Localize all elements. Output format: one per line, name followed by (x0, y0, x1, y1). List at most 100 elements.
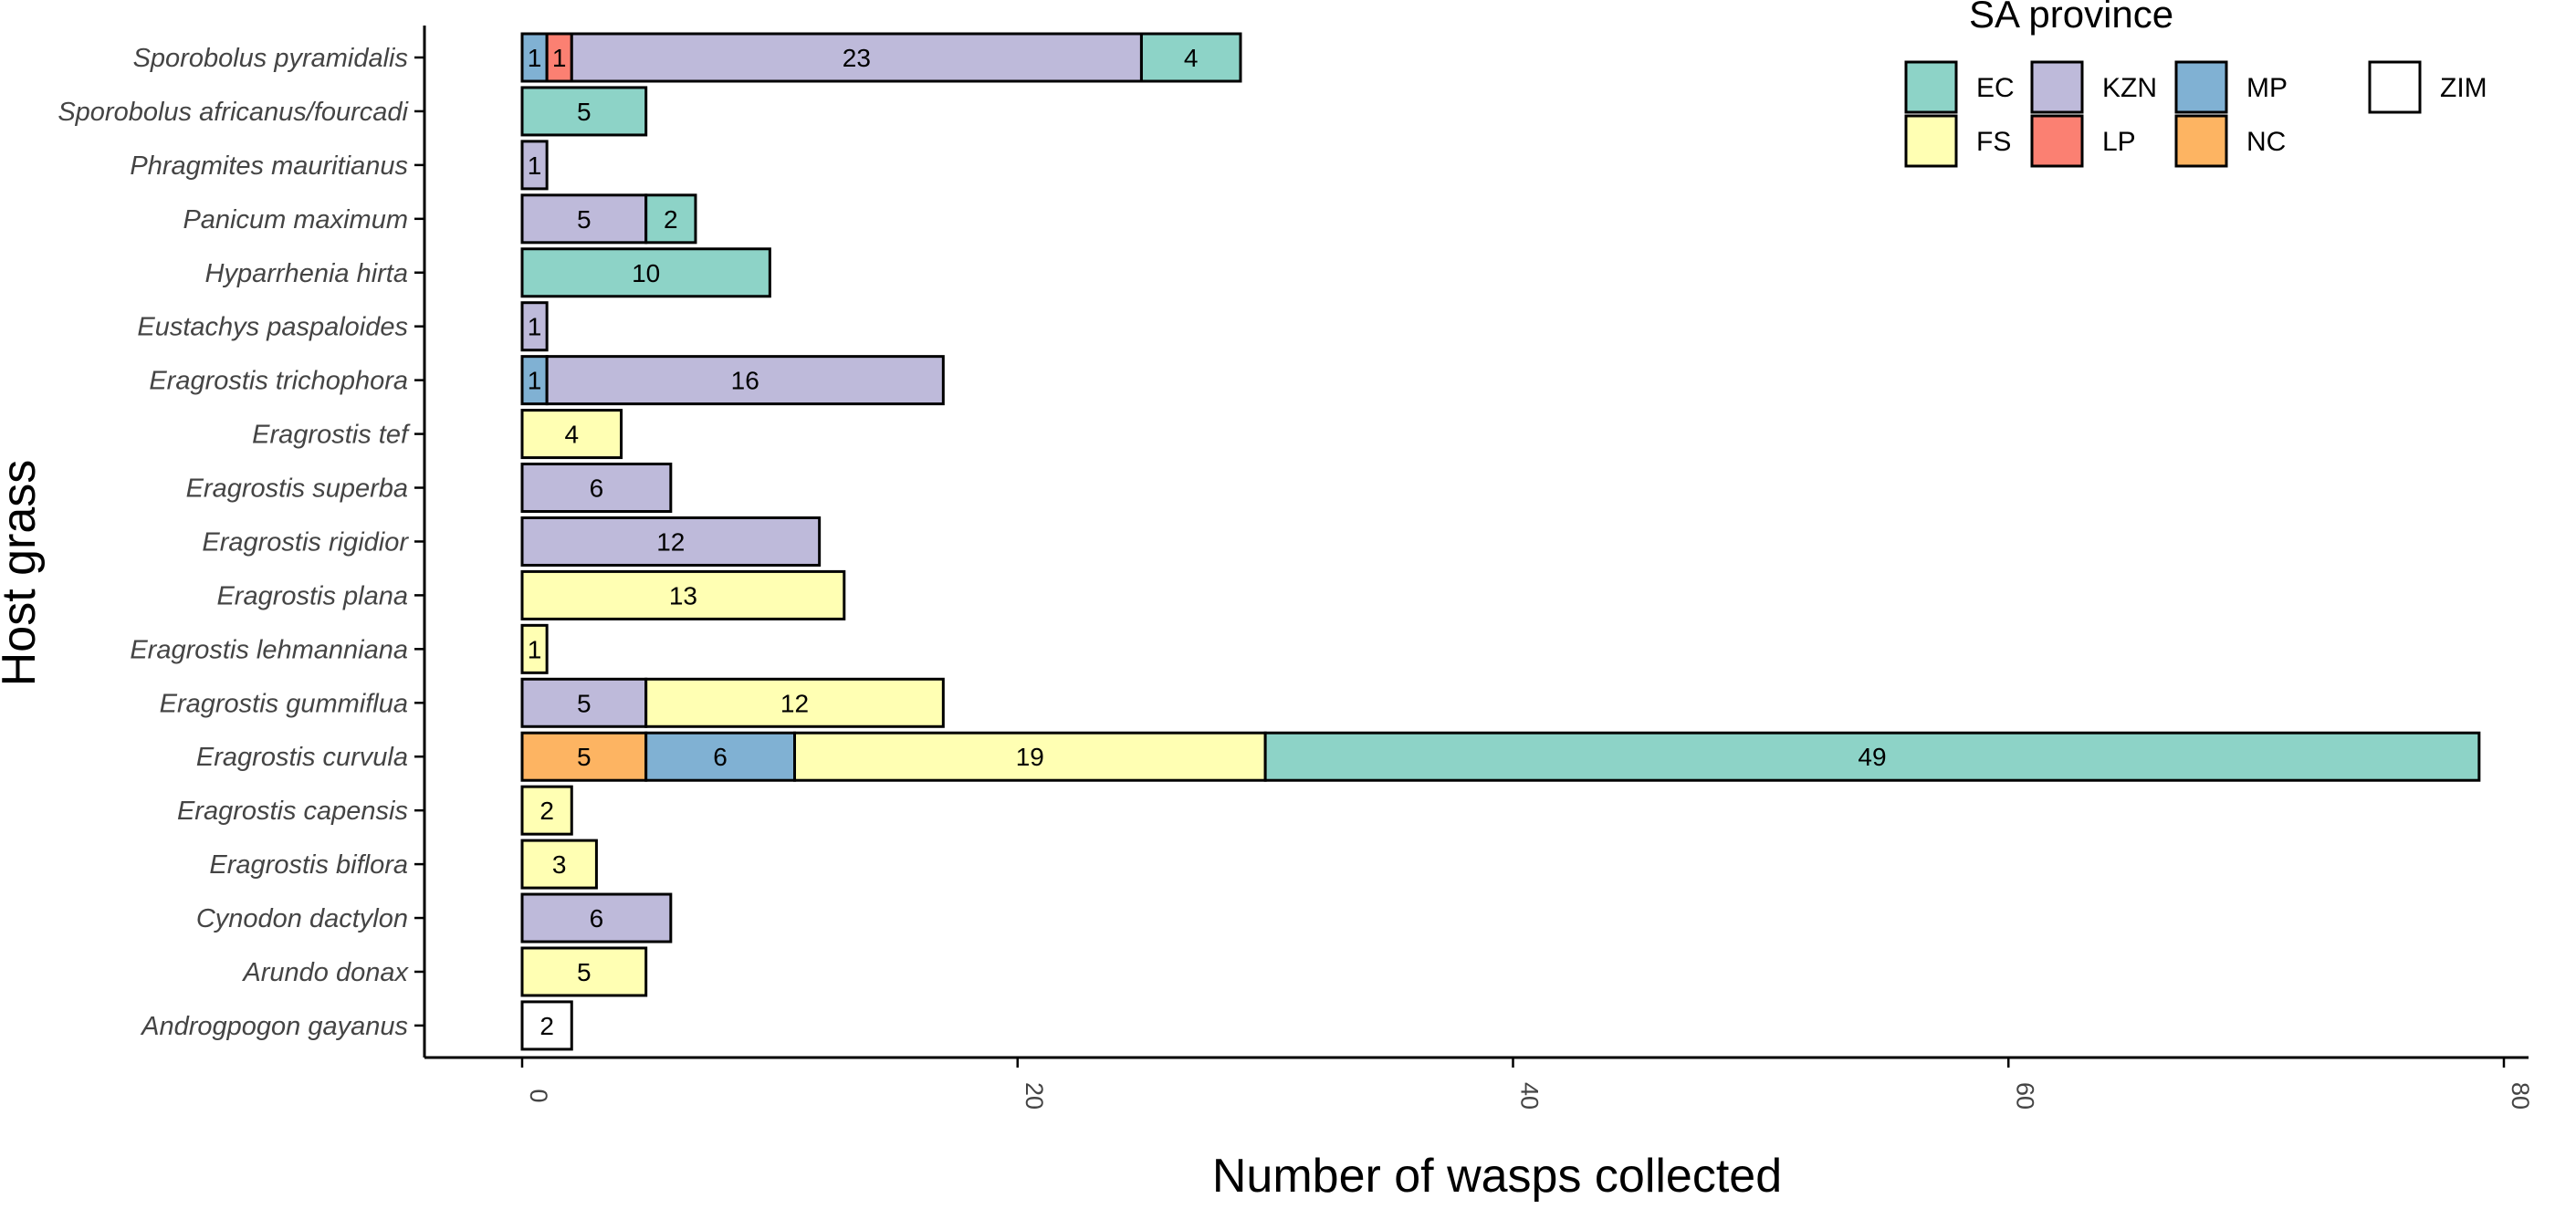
legend-label-nc: NC (2246, 127, 2286, 157)
y-tick-label: Eragrostis tef (252, 421, 411, 450)
bar-segment-label: 5 (577, 743, 592, 771)
bar-segment-label: 1 (552, 44, 567, 72)
bar-segment-ec (1263, 731, 2481, 782)
legend-label-kzn: KZN (2102, 73, 2157, 103)
y-tick-label: Eragrostis lehmanniana (130, 635, 408, 664)
bar-segment-ec (520, 247, 771, 298)
legend-swatch-mp (2174, 60, 2228, 114)
y-tick-label: Androgpogon gayanus (140, 1012, 408, 1041)
x-ticks-layer: 0 20 40 60 80 (520, 1058, 2534, 1110)
bar-segment-kzn (520, 892, 673, 943)
bar-segment-fs (520, 623, 549, 674)
legend-swatch-ec (1904, 60, 1958, 114)
bar-segment-label: 1 (528, 44, 542, 72)
bar-segment-fs (644, 677, 945, 728)
bar-segment-label: 10 (632, 259, 660, 287)
bar-segment-mp (520, 32, 549, 83)
bar-segment-label: 6 (713, 743, 728, 771)
y-tick-label: Panicum maximum (183, 205, 408, 235)
legend: SA province EC KZN MP ZIM FS LP NC (1904, 0, 2487, 168)
bar-segment-kzn (520, 463, 673, 514)
bar-segment-label: 49 (1858, 743, 1886, 771)
y-axis-title: Host grass (0, 460, 46, 687)
bar-segment-label: 3 (552, 850, 567, 879)
bars-layer (520, 32, 2481, 1051)
bar-segment-label: 5 (577, 205, 592, 234)
bar-segment-kzn (570, 32, 1143, 83)
x-tick-label: 0 (525, 1089, 552, 1102)
bar-segment-label: 1 (528, 313, 542, 341)
y-tick-label: Sporobolus pyramidalis (133, 44, 408, 73)
y-ticks-layer: Sporobolus pyramidalis Sporobolus african… (58, 44, 424, 1041)
y-tick-label: Eragrostis capensis (177, 797, 408, 826)
bar-segment-fs (520, 785, 573, 836)
x-tick-label: 20 (1021, 1082, 1048, 1110)
bar-segment-label: 5 (577, 958, 592, 986)
legend-swatch-fs (1904, 114, 1958, 168)
x-tick-label: 60 (2011, 1082, 2038, 1110)
y-tick-label: Eragrostis curvula (196, 743, 408, 772)
y-tick-label: Eustachys paspaloides (137, 313, 408, 342)
legend-label-ec: EC (1976, 73, 2015, 103)
legend-swatch-nc (2174, 114, 2228, 168)
bar-segment-label: 1 (528, 635, 542, 663)
bar-segment-ec (644, 193, 697, 245)
bar-segment-kzn (520, 301, 549, 352)
legend-label-lp: LP (2102, 127, 2136, 157)
bar-segment-fs (520, 409, 623, 460)
bar-segment-kzn (520, 140, 549, 191)
bar-segment-lp (545, 32, 573, 83)
bar-segment-kzn (520, 516, 822, 567)
bar-segment-ec (1139, 32, 1242, 83)
bar-segment-label: 2 (539, 1012, 554, 1040)
bar-segment-label: 4 (564, 421, 579, 449)
y-tick-label: Eragrostis superba (186, 474, 408, 504)
legend-swatch-kzn (2030, 60, 2084, 114)
x-tick-label: 40 (1516, 1082, 1544, 1110)
y-tick-label: Eragrostis rigidior (202, 527, 409, 557)
bar-segment-kzn (520, 193, 648, 245)
bar-segment-nc (520, 731, 648, 782)
bar-segment-label: 1 (528, 151, 542, 180)
x-tick-label: 80 (2507, 1082, 2534, 1110)
y-tick-label: Phragmites mauritianus (130, 151, 408, 181)
y-tick-label: Eragrostis gummiflua (160, 689, 408, 718)
legend-label-fs: FS (1976, 127, 2011, 157)
bar-segment-label: 1 (528, 367, 542, 395)
bar-segment-fs (793, 731, 1267, 782)
y-tick-label: Sporobolus africanus/fourcadi (58, 98, 409, 127)
bar-segment-mp (644, 731, 797, 782)
bar-segment-label: 16 (731, 367, 759, 395)
y-tick-label: Eragrostis biflora (209, 850, 408, 880)
legend-label-mp: MP (2246, 73, 2288, 103)
y-tick-label: Hyparrhenia hirta (205, 259, 408, 288)
bar-segment-label: 6 (590, 904, 604, 933)
bar-segment-label: 5 (577, 98, 592, 126)
bar-segment-fs (520, 569, 846, 620)
bar-segment-ec (520, 86, 648, 137)
bar-segment-label: 19 (1016, 743, 1044, 771)
y-tick-label: Eragrostis trichophora (149, 367, 408, 396)
bar-segment-label: 12 (656, 527, 685, 556)
legend-swatch-zim (2368, 60, 2422, 114)
bar-segment-fs (520, 946, 648, 997)
x-axis-title: Number of wasps collected (1212, 1150, 1782, 1203)
legend-swatch-lp (2030, 114, 2084, 168)
y-tick-label: Cynodon dactylon (196, 904, 408, 933)
bar-segment-label: 23 (843, 44, 871, 72)
bar-segment-label: 6 (590, 474, 604, 503)
bar-segment-label: 5 (577, 689, 592, 717)
bar-segment-fs (520, 839, 598, 890)
bar-segment-label: 2 (539, 797, 554, 825)
bar-segment-kzn (545, 355, 945, 406)
bar-segment-label: 12 (780, 689, 809, 717)
bar-segment-label: 13 (669, 581, 697, 610)
bar-segment-label: 4 (1184, 44, 1199, 72)
bar-segment-label: 2 (664, 205, 678, 234)
y-tick-label: Arundo donax (241, 958, 409, 987)
y-tick-label: Eragrostis plana (216, 581, 408, 610)
legend-title: SA province (1969, 0, 2173, 36)
